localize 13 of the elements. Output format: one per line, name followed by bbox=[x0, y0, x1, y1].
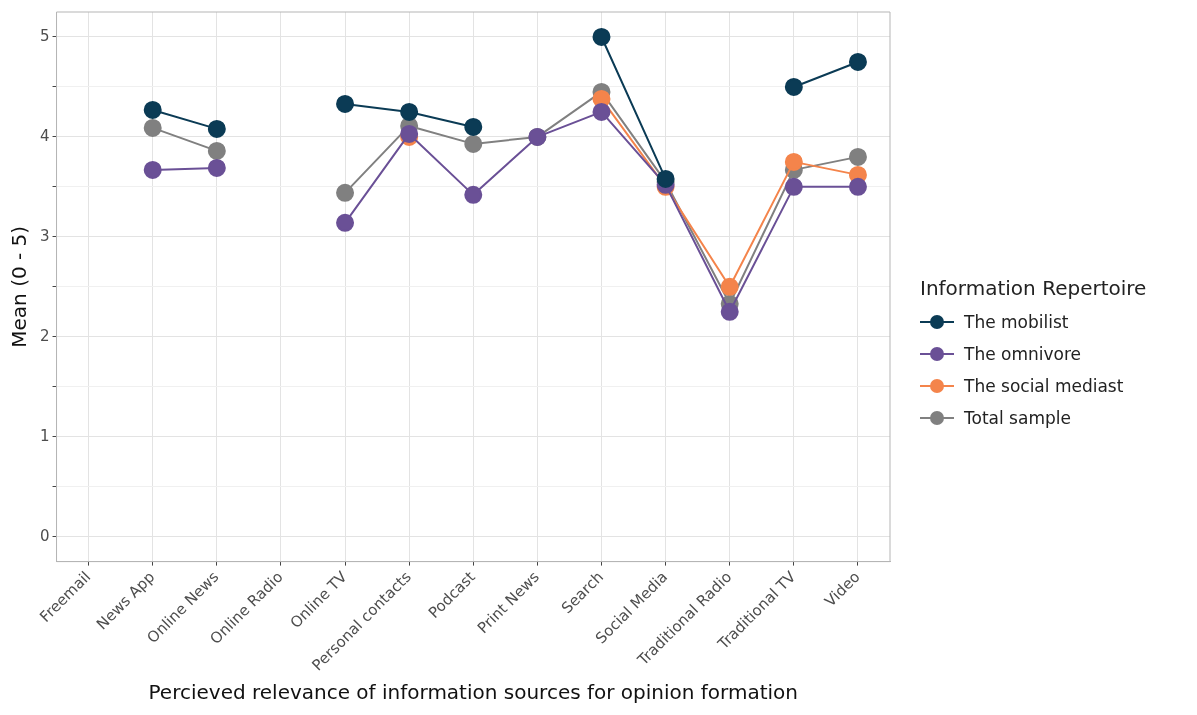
y-axis-title: Mean (0 - 5) bbox=[7, 225, 32, 348]
legend-title: Information Repertoire bbox=[920, 275, 1147, 300]
y-tick-label: 0 bbox=[40, 526, 50, 545]
legend-label: The mobilist bbox=[964, 311, 1069, 332]
y-tick-label: 5 bbox=[40, 26, 50, 45]
y-tick-label: 1 bbox=[40, 426, 50, 445]
legend-label: The social mediast bbox=[964, 375, 1124, 396]
y-tick-label: 2 bbox=[40, 326, 50, 345]
y-tick-label: 3 bbox=[40, 226, 50, 245]
legend-label: Total sample bbox=[964, 407, 1071, 428]
legend-label: The omnivore bbox=[964, 343, 1082, 364]
y-tick-label: 4 bbox=[40, 126, 50, 145]
x-axis-title: Percieved relevance of information sources for opinion formation bbox=[148, 680, 799, 705]
